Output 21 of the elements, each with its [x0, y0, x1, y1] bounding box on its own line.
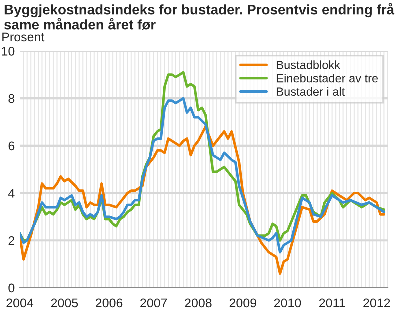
y-tick-label: 4 [8, 189, 15, 198]
legend-label: Bustadblokk [277, 60, 341, 70]
legend-label: Einebustader av tre [277, 74, 378, 83]
y-tick-label: 0 [8, 284, 15, 293]
y-axis-title: Prosent [2, 32, 45, 42]
x-tick-label: 2010 [274, 298, 302, 308]
x-tick-label: 2009 [230, 298, 256, 308]
y-tick-label: 8 [8, 94, 15, 104]
legend-label: Bustader i alt [277, 87, 345, 96]
x-tick-label: 2012 [364, 298, 390, 308]
x-tick-label: 2006 [96, 298, 123, 308]
chart-title: Byggjekostnadsindeks for bustader. Prosentvis endring frå same månaden året før [4, 3, 395, 30]
y-tick-label: 2 [8, 236, 15, 246]
y-tick-label: 10 [2, 47, 15, 56]
x-tick-label: 2007 [140, 298, 168, 308]
x-tick-label: 2004 [6, 298, 34, 308]
y-tick-label: 6 [8, 142, 15, 151]
x-tick-label: 2008 [185, 298, 212, 308]
x-tick-label: 2005 [51, 298, 78, 308]
x-tick-label: 2011 [319, 298, 346, 308]
line-series [20, 97, 386, 254]
